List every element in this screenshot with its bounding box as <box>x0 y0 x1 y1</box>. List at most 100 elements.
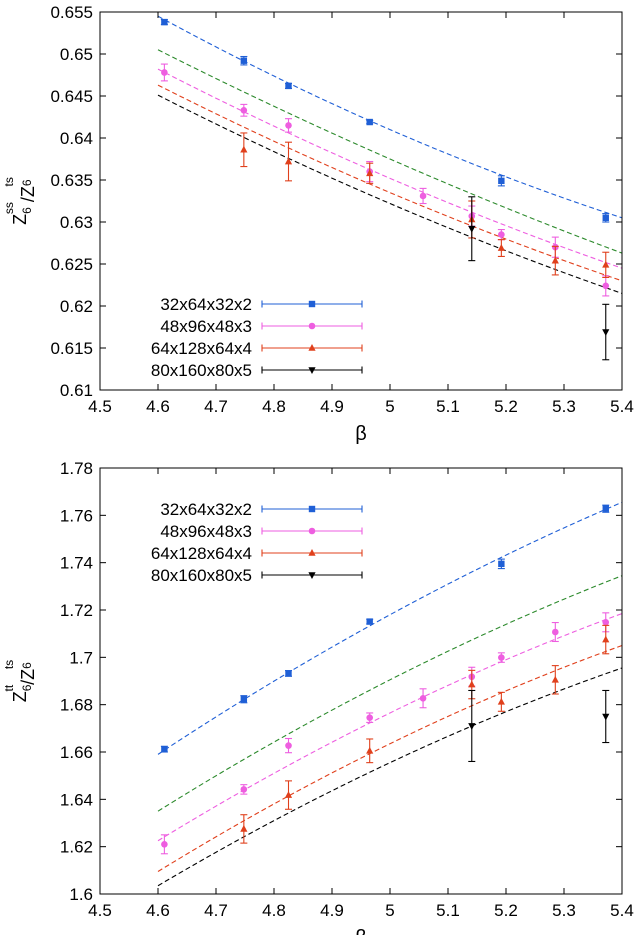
x-tick-label: 4.7 <box>204 397 228 416</box>
x-tick-label: 4.5 <box>88 901 112 920</box>
data-point <box>366 118 373 126</box>
y-axis-label-part: 6 <box>20 207 34 214</box>
fit-curve-4 <box>157 94 623 294</box>
y-axis-label-part: ss <box>2 202 16 214</box>
x-tick-label: 5.2 <box>494 397 518 416</box>
data-point <box>240 145 248 153</box>
data-point <box>285 82 292 90</box>
y-tick-label: 0.645 <box>50 87 93 106</box>
data-point <box>285 122 292 129</box>
y-tick-label: 0.635 <box>50 171 93 190</box>
x-axis-label: β <box>355 927 367 935</box>
data-point <box>497 244 505 251</box>
legend-marker <box>308 300 316 308</box>
y-axis-label-part: 6 <box>20 662 34 669</box>
legend-label: 32x64x32x2 <box>160 295 252 314</box>
y-axis-label-part: 6 <box>20 179 34 186</box>
x-tick-label: 5.4 <box>610 901 634 920</box>
y-tick-label: 1.72 <box>60 601 93 620</box>
x-tick-label: 4.8 <box>262 397 286 416</box>
x-tick-label: 4.8 <box>262 901 286 920</box>
legend: 32x64x32x2 48x96x48x3 64x128x64x4 80x160x80… <box>151 500 363 585</box>
plot-frame <box>99 467 623 895</box>
legend-label: 64x128x64x4 <box>151 339 252 358</box>
data-point <box>285 670 292 677</box>
x-tick-label: 5.3 <box>552 901 576 920</box>
x-tick-label: 4.9 <box>320 397 344 416</box>
data-point <box>468 723 476 730</box>
legend-label: 80x160x80x5 <box>151 361 252 380</box>
data-point <box>498 231 505 238</box>
data-point <box>551 256 559 264</box>
fit-curve-4 <box>157 667 623 887</box>
data-point <box>366 714 374 721</box>
data-point <box>161 745 168 753</box>
data-point <box>240 696 248 703</box>
x-tick-label: 5.1 <box>436 397 460 416</box>
x-tick-label: 4.5 <box>88 397 112 416</box>
x-tick-label: 5 <box>385 397 394 416</box>
y-tick-label: 0.63 <box>60 213 93 232</box>
legend-marker <box>308 549 316 556</box>
fit-curve-0 <box>157 15 623 219</box>
legend-marker <box>308 367 316 374</box>
fit-curve-1 <box>157 49 623 254</box>
data-point <box>498 177 505 185</box>
data-point <box>419 192 427 200</box>
y-tick-label: 1.78 <box>60 459 93 478</box>
fit-curve-3 <box>157 644 623 872</box>
data-point <box>602 214 609 221</box>
legend-marker <box>308 527 316 535</box>
y-axis-label-part: tt <box>2 684 16 691</box>
fit-curve-3 <box>157 84 623 282</box>
y-tick-label: 1.7 <box>69 648 93 667</box>
data-point <box>284 791 293 798</box>
data-point <box>240 57 248 64</box>
y-axis-label: Z6tt/Z6ts <box>2 660 38 702</box>
x-tick-label: 5 <box>385 901 394 920</box>
y-axis-label-part: Z <box>10 691 30 702</box>
data-point <box>602 635 610 643</box>
data-point <box>602 260 610 268</box>
y-axis-label-part: Z <box>10 214 30 225</box>
data-point <box>161 18 168 26</box>
data-point <box>366 169 374 177</box>
data-point <box>498 560 505 568</box>
y-axis-label-part: 6 <box>20 684 34 691</box>
y-axis-label-part: ts <box>2 660 16 669</box>
y-axis-label-part: ts <box>2 177 16 186</box>
y-tick-label: 1.74 <box>60 554 93 573</box>
y-tick-label: 1.6 <box>69 885 93 904</box>
chart-panel-top: 4.5 4.6 4.7 4.8 4.9 5 5.1 5.2 5.3 5.4 0.61 0.615 0.6… <box>2 3 634 445</box>
data-point <box>552 628 559 636</box>
data-point <box>498 654 505 661</box>
data-point <box>284 157 293 165</box>
y-tick-label: 1.62 <box>60 838 93 857</box>
data-point <box>602 329 610 337</box>
fit-curve-2 <box>157 68 623 269</box>
x-tick-label: 5.1 <box>436 901 460 920</box>
y-tick-label: 0.64 <box>60 129 93 148</box>
plot-frame <box>99 11 623 391</box>
data-point <box>240 824 248 832</box>
x-tick-label: 5.2 <box>494 901 518 920</box>
y-tick-label: 0.655 <box>50 3 93 22</box>
x-axis-label: β <box>355 423 367 445</box>
legend-marker <box>308 344 316 351</box>
data-point <box>366 746 374 754</box>
legend-label: 32x64x32x2 <box>160 500 252 519</box>
x-tick-label: 4.9 <box>320 901 344 920</box>
x-tick-label: 5.3 <box>552 397 576 416</box>
legend-marker <box>308 505 316 513</box>
x-tick-label: 4.6 <box>146 397 170 416</box>
data-point <box>240 106 248 114</box>
chart-panel-bottom: 4.5 4.6 4.7 4.8 4.9 5 5.1 5.2 5.3 5.4 1.6 1.62 1.64 1… <box>2 459 634 940</box>
y-axis-label: Z6ss/Z6ts <box>2 177 38 225</box>
data-point <box>602 282 610 290</box>
data-point <box>285 742 292 749</box>
y-tick-label: 1.66 <box>60 743 93 762</box>
legend-marker <box>308 572 316 579</box>
y-axis-label-part: /Z <box>18 669 38 685</box>
